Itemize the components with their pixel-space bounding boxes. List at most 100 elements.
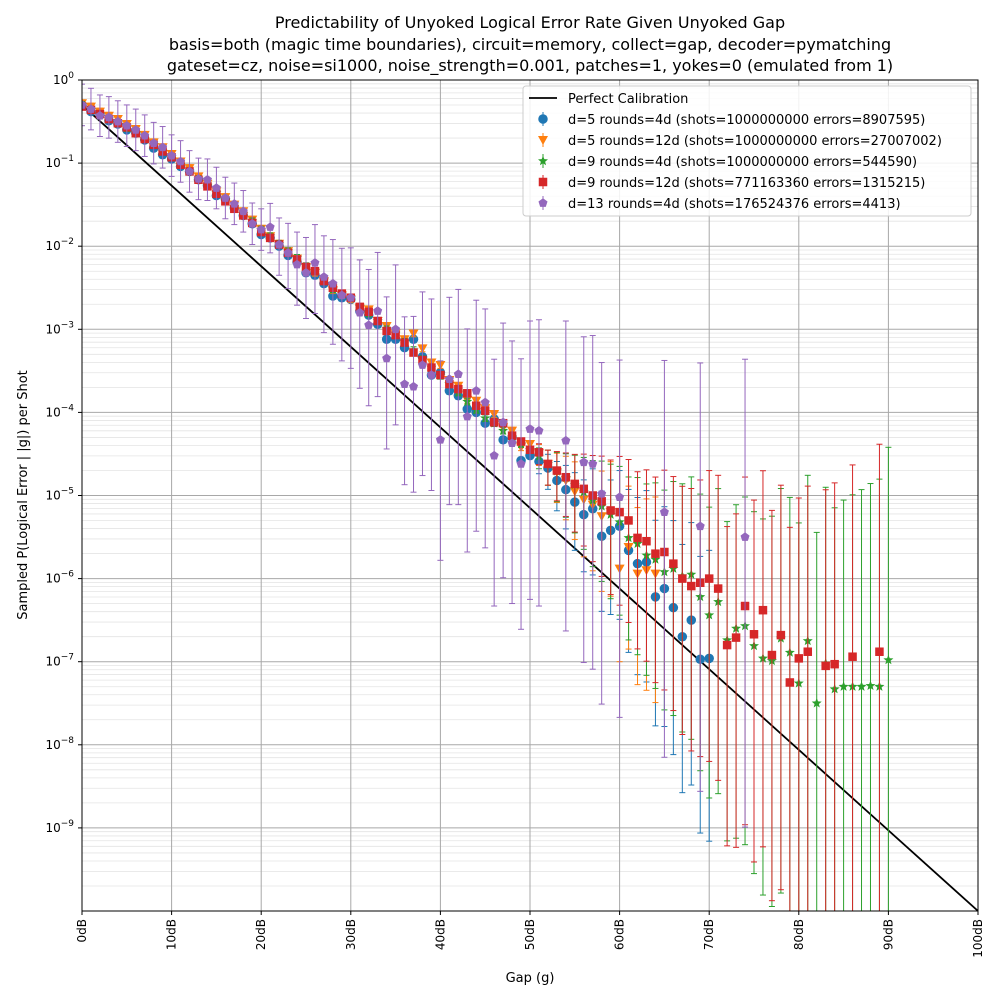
data-point	[642, 536, 651, 546]
data-point	[749, 630, 759, 639]
data-point	[355, 307, 365, 317]
data-point	[373, 306, 383, 315]
data-point	[498, 417, 508, 427]
data-point	[176, 156, 186, 166]
chart-title-line-1: Predictability of Unyoked Logical Error …	[275, 13, 785, 32]
legend: Perfect Calibration d=5 rounds=4d (shots=…	[522, 85, 972, 217]
legend-marker	[538, 177, 548, 187]
data-point	[803, 647, 813, 656]
legend-marker	[538, 136, 548, 145]
data-point	[838, 681, 849, 691]
legend-marker	[538, 114, 548, 124]
data-point	[543, 459, 553, 469]
legend-label: d=9 rounds=4d (shots=1000000000 errors=5…	[568, 155, 917, 170]
x-tick-label: 50dB	[523, 919, 537, 950]
data-point	[848, 652, 857, 661]
x-axis-label: Gap (g)	[506, 971, 555, 986]
chart-title-line-2: basis=both (magic time boundaries), circ…	[169, 35, 891, 54]
data-point	[417, 360, 427, 369]
data-point	[821, 661, 830, 671]
data-point	[471, 386, 481, 395]
data-point	[651, 549, 660, 558]
x-tick-label: 40dB	[433, 919, 447, 950]
data-point	[167, 150, 177, 160]
data-point	[292, 259, 302, 269]
data-point	[489, 450, 499, 460]
x-tick-label: 100dB	[971, 919, 985, 958]
data-point	[516, 459, 526, 468]
data-point	[382, 353, 392, 363]
data-point	[400, 379, 410, 388]
x-tick-label: 10dB	[165, 919, 179, 950]
data-point	[606, 506, 615, 515]
y-tick-label: 10−2	[45, 237, 74, 253]
data-point	[570, 479, 580, 489]
data-point	[140, 130, 150, 140]
data-point	[480, 397, 490, 407]
data-point	[265, 222, 275, 231]
data-point	[444, 374, 454, 383]
y-tick-label: 10−7	[45, 653, 74, 669]
data-point	[193, 174, 203, 183]
data-point	[462, 411, 472, 421]
data-point	[794, 654, 804, 663]
data-point	[525, 424, 535, 433]
series-5	[82, 83, 750, 828]
data-point	[328, 278, 338, 288]
data-point	[588, 459, 598, 468]
data-point	[883, 654, 894, 665]
data-point	[435, 435, 445, 444]
data-point	[158, 142, 168, 152]
x-tick-label: 80dB	[792, 919, 806, 950]
legend-label: d=5 rounds=12d (shots=1000000000 errors=…	[568, 134, 942, 149]
data-point	[86, 104, 96, 113]
data-point	[758, 605, 768, 615]
y-tick-label: 10−3	[45, 320, 74, 336]
series-3	[82, 99, 894, 911]
x-tick-label: 30dB	[344, 919, 358, 950]
data-point	[776, 630, 786, 640]
data-point	[283, 248, 293, 257]
legend-marker	[538, 155, 548, 166]
series-group	[82, 83, 894, 911]
data-point	[104, 112, 114, 122]
x-tick-label: 90dB	[881, 919, 895, 950]
legend-box	[522, 85, 972, 217]
data-point	[534, 425, 544, 435]
x-tick-label: 60dB	[613, 919, 627, 950]
data-point	[830, 659, 839, 669]
y-axis-label: Sampled P(Logical Error | |g|) per Shot	[16, 370, 31, 620]
data-point	[202, 174, 212, 184]
legend-label: d=9 rounds=12d (shots=771163360 errors=1…	[568, 176, 925, 191]
data-point	[767, 650, 777, 660]
data-point	[579, 457, 589, 467]
data-point	[238, 206, 248, 216]
data-point	[220, 193, 230, 202]
data-point	[624, 516, 633, 525]
legend-marker	[538, 198, 548, 207]
x-axis-ticks: 0dB 10dB 20dB 30dB 40dB 50dB 60dB 70dB 80dB 90dB 1…	[75, 911, 985, 958]
data-point	[426, 370, 436, 379]
y-tick-label: 100	[53, 71, 74, 87]
data-point	[731, 633, 741, 642]
y-tick-label: 10−9	[45, 819, 74, 835]
data-point	[149, 138, 159, 147]
x-tick-label: 70dB	[702, 919, 716, 950]
data-point	[875, 647, 884, 656]
data-point	[256, 224, 266, 234]
data-point	[615, 492, 625, 501]
data-point	[229, 199, 239, 208]
data-point	[453, 369, 463, 379]
data-point	[274, 239, 284, 249]
y-tick-label: 10−5	[45, 487, 74, 503]
data-point	[319, 272, 329, 281]
data-point	[507, 438, 517, 447]
data-point	[301, 268, 311, 277]
data-point	[211, 183, 221, 192]
data-point	[82, 100, 87, 109]
data-point	[722, 640, 732, 650]
x-tick-label: 0dB	[75, 919, 89, 942]
data-point	[695, 521, 705, 531]
data-point	[785, 678, 795, 687]
